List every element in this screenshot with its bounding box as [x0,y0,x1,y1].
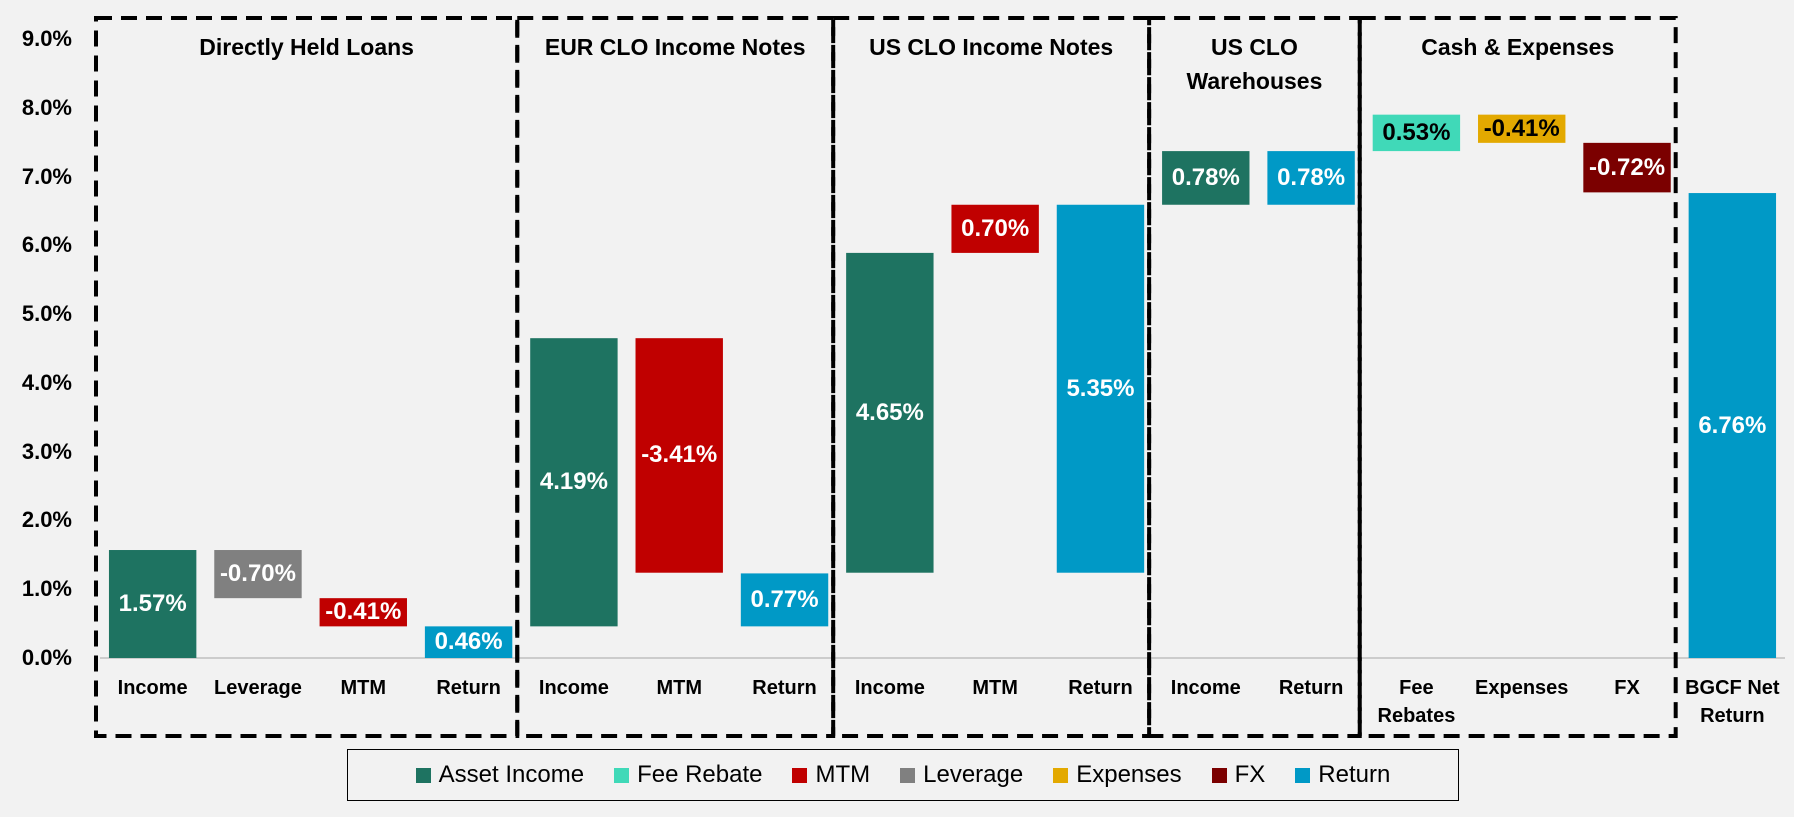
bar [1056,204,1145,573]
data-label: 5.35% [1066,374,1135,402]
legend-label: FX [1234,761,1266,788]
data-label: -0.70% [219,560,296,588]
bar [635,338,723,573]
y-tick-label: 3.0% [21,438,72,464]
legend-item: FX [1211,761,1266,789]
group-title: US CLO Warehouses [1186,34,1323,94]
legend-label: Asset Income [438,761,585,788]
legend-item: Return [1295,761,1390,789]
legend-swatch [1053,767,1069,783]
data-label: 0.77% [750,585,819,613]
legend-item: Expenses [1053,761,1182,789]
legend-label: Fee Rebate [637,761,763,788]
group-title: Cash & Expenses [1421,34,1615,60]
x-tick-label: Return [1278,677,1344,699]
data-label: 0.78% [1171,163,1240,191]
group-box [1147,16,1362,738]
x-tick-label: FX [1614,677,1640,699]
x-tick-label: Income [538,677,609,699]
bar [424,626,513,658]
x-tick-label: Return [436,677,501,699]
bar [1583,142,1671,193]
group-box [1357,16,1678,738]
data-label: 0.53% [1382,118,1451,146]
legend-item: Fee Rebate [614,761,762,789]
legend-label: Expenses [1076,761,1182,788]
data-label: -0.41% [325,598,402,626]
legend-label: MTM [815,761,871,788]
x-tick-label: Income [1170,677,1241,699]
x-tick-label: Expenses [1475,677,1569,699]
legend-swatch [614,767,630,783]
bar [740,573,829,627]
bar [1688,193,1777,658]
x-tick-label: Income [117,677,188,699]
legend-swatch [1295,767,1311,783]
y-tick-label: 2.0% [21,507,72,533]
legend-item: MTM [792,761,870,789]
data-label: 4.65% [855,398,924,426]
x-tick-label: Return [1068,677,1133,699]
bar [951,204,1039,253]
legend-label: Leverage [923,761,1024,788]
legend: Asset Income Fee Rebate MTM Leverage Expense… [347,749,1459,801]
bar [214,550,302,599]
x-tick-label: Income [854,677,925,699]
group-title: US CLO Income Notes [869,34,1114,60]
legend-item: Asset Income [415,761,585,789]
legend-item: Leverage [900,761,1023,789]
data-label: -3.41% [641,441,718,469]
legend-swatch [415,767,431,783]
y-tick-label: 7.0% [21,163,72,189]
y-tick-label: 5.0% [21,301,72,327]
y-tick-label: 8.0% [21,94,72,120]
data-label: 1.57% [118,590,187,617]
y-tick-label: 6.0% [21,232,72,258]
data-label: -0.72% [1589,153,1666,181]
data-label: -0.41% [1483,114,1560,142]
data-label: 4.19% [539,468,608,496]
legend-swatch [792,767,808,783]
y-tick-label: 1.0% [21,576,72,602]
x-tick-label: Return [752,677,817,699]
legend-swatch [1211,767,1227,783]
bar [1267,151,1355,205]
y-tick-label: 0.0% [21,645,72,670]
data-label: 6.76% [1698,411,1767,439]
bar [1372,114,1461,152]
data-label: 0.46% [434,628,503,656]
group-box [515,16,836,738]
group-box [831,16,1152,738]
x-tick-label: MTM [972,677,1018,699]
legend-swatch [900,767,916,783]
group-title: Directly Held Loans [199,34,414,60]
group-title: EUR CLO Income Notes [544,34,806,60]
bar [1162,151,1250,205]
y-tick-label: 4.0% [21,369,72,395]
x-tick-label: BGCF Net Return [1685,677,1780,727]
x-tick-label: Leverage [214,677,302,699]
legend-label: Return [1318,761,1391,788]
bar [319,598,407,627]
x-tick-label: MTM [656,677,702,699]
bar [108,550,197,658]
bar [1478,114,1566,143]
bar [530,338,618,627]
x-tick-label: MTM [340,677,387,699]
y-tick-label: 9.0% [21,26,72,51]
data-label: 0.70% [961,214,1030,242]
x-tick-label: Fee Rebates [1377,677,1456,727]
data-label: 0.78% [1277,163,1346,191]
bar [846,252,934,573]
